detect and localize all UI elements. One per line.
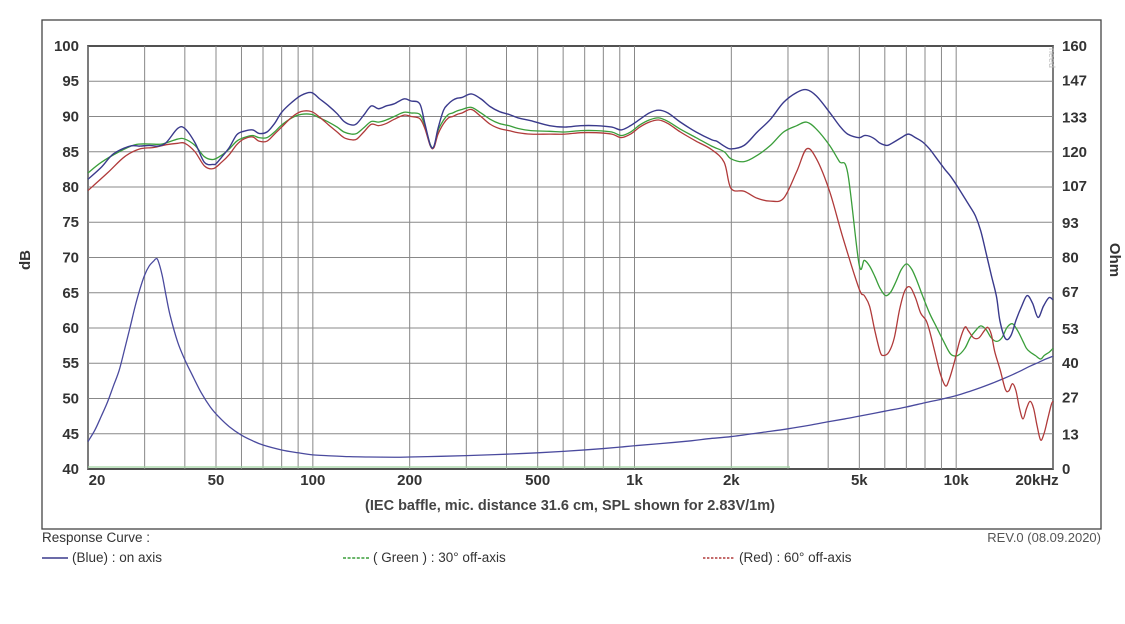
svg-text:70: 70	[62, 250, 79, 267]
svg-text:REV.0 (08.09.2020): REV.0 (08.09.2020)	[987, 530, 1101, 545]
svg-text:27: 27	[1062, 390, 1079, 407]
svg-text:Response Curve :: Response Curve :	[42, 530, 150, 545]
svg-text:80: 80	[1062, 250, 1079, 267]
svg-text:50: 50	[62, 391, 79, 408]
svg-text:(Blue) : on axis: (Blue) : on axis	[72, 550, 162, 565]
svg-text:20kHz: 20kHz	[1015, 472, 1058, 489]
svg-text:200: 200	[397, 472, 422, 489]
svg-text:80: 80	[62, 179, 79, 196]
svg-text:60: 60	[62, 320, 79, 337]
svg-text:95: 95	[62, 73, 79, 90]
svg-text:13: 13	[1062, 427, 1079, 444]
svg-text:(Red) : 60° off-axis: (Red) : 60° off-axis	[739, 550, 852, 565]
svg-text:45: 45	[62, 426, 79, 443]
svg-text:90: 90	[62, 109, 79, 126]
svg-text:53: 53	[1062, 321, 1079, 338]
svg-text:50: 50	[208, 472, 225, 489]
svg-text:65: 65	[62, 285, 79, 302]
svg-text:107: 107	[1062, 178, 1087, 195]
svg-text:75: 75	[62, 214, 79, 231]
svg-text:dB: dB	[17, 250, 34, 270]
svg-text:67: 67	[1062, 284, 1079, 301]
svg-text:500: 500	[525, 472, 550, 489]
svg-text:100: 100	[54, 38, 79, 55]
svg-text:93: 93	[1062, 215, 1079, 232]
svg-text:85: 85	[62, 144, 79, 161]
svg-text:( Green ) : 30° off-axis: ( Green ) : 30° off-axis	[373, 550, 506, 565]
svg-text:0: 0	[1062, 461, 1070, 478]
svg-text:10k: 10k	[944, 472, 970, 489]
svg-text:100: 100	[300, 472, 325, 489]
svg-text:40: 40	[62, 461, 79, 478]
svg-text:Ohm: Ohm	[1106, 243, 1123, 277]
svg-text:133: 133	[1062, 109, 1087, 126]
svg-text:55: 55	[62, 355, 79, 372]
svg-text:20: 20	[89, 472, 106, 489]
svg-text:2k: 2k	[723, 472, 740, 489]
svg-text:147: 147	[1062, 72, 1087, 89]
svg-text:1k: 1k	[626, 472, 643, 489]
svg-text:(IEC baffle, mic. distance 31.: (IEC baffle, mic. distance 31.6 cm, SPL …	[365, 498, 775, 514]
svg-text:120: 120	[1062, 144, 1087, 161]
svg-text:need: need	[1047, 48, 1057, 68]
svg-text:160: 160	[1062, 38, 1087, 55]
svg-text:5k: 5k	[851, 472, 868, 489]
svg-text:40: 40	[1062, 355, 1079, 372]
